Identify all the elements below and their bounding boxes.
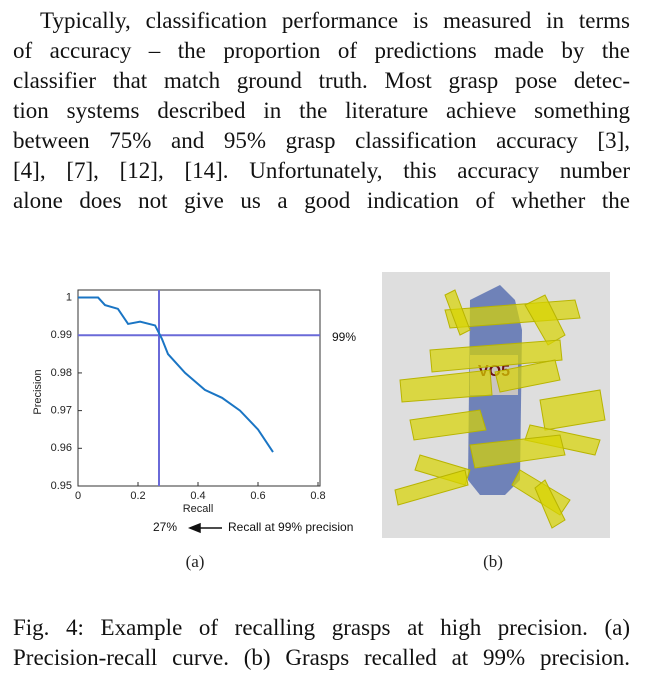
x-tick-label: 0.2 (130, 490, 145, 502)
y-tick-label: 0.99 (51, 329, 72, 341)
plot-area (77, 289, 321, 487)
paragraph-line: alone does not give us a good indication… (13, 188, 630, 213)
y-tick-label: 1 (66, 291, 72, 303)
y-tick-label: 0.95 (51, 480, 72, 492)
x-tick-label: 0.4 (190, 490, 205, 502)
caption-line: Precision-recall curve. (b) Grasps recal… (13, 645, 630, 670)
y-tick-label: 0.96 (51, 442, 72, 454)
caption-line: Fig. 4: Example of recalling grasps at h… (13, 615, 630, 640)
pr-curve (78, 296, 274, 453)
subfigure-label: (a) (186, 552, 205, 571)
subfigure-label: (b) (483, 552, 503, 571)
paragraph-line: [4], [7], [12], [14]. Unfortunately, thi… (13, 158, 630, 183)
arrow (187, 522, 222, 534)
paragraph-line: Typically, classification performance is… (40, 8, 630, 33)
x-tick-label: 0.6 (250, 490, 265, 502)
x-tick-label: 0 (75, 490, 81, 502)
paragraph-line: between 75% and 95% grasp classification… (13, 128, 630, 153)
paragraph-line: classifier that match ground truth. Most… (13, 68, 630, 93)
x-axis-label: Recall (183, 503, 214, 515)
annotation: 99% (332, 330, 356, 344)
paragraph-line: of accuracy – the proportion of predicti… (13, 38, 630, 63)
annotation: Recall at 99% precision (228, 520, 353, 534)
photo: VO5 (382, 272, 610, 538)
y-tick-label: 0.98 (51, 367, 72, 379)
y-axis-label: Precision (32, 369, 44, 414)
figure: VO5 0.95 0.96 0.97 0.98 0.99 1 0 0.2 0.4 0.6 0.8 Re… (32, 272, 610, 571)
annotation: 27% (153, 520, 177, 534)
paragraph-line: tion systems described in the literature… (13, 98, 630, 123)
y-tick-label: 0.97 (51, 405, 72, 417)
x-tick-label: 0.8 (310, 490, 325, 502)
